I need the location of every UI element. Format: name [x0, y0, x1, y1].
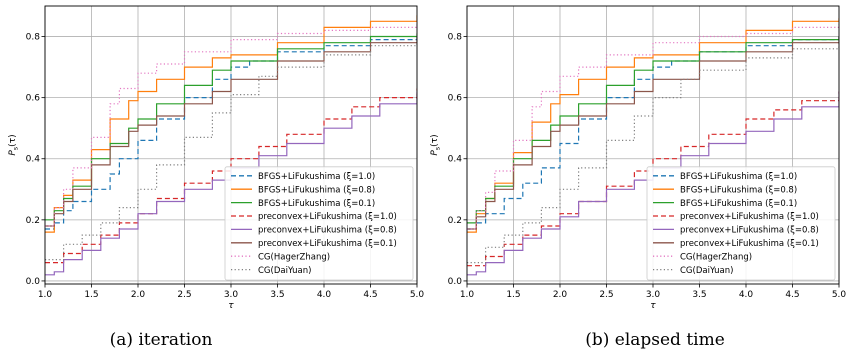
chart1-legend-label-preconvex-lifukushima-1-0: preconvex+LiFukushima (ξ=1.0): [680, 212, 819, 222]
chart0-ytick-label-3: 0.6: [26, 94, 41, 104]
chart0-legend-label-cg-daiyuan: CG(DaiYuan): [258, 266, 311, 276]
chart0-series-cg-hagerzhang: [45, 24, 417, 227]
chart0-x-axis-label: τ: [228, 301, 234, 311]
chart1-legend-label-preconvex-lifukushima-0-1: preconvex+LiFukushima (ξ=0.1): [680, 239, 819, 249]
chart1-xtick-label-8: 5.0: [832, 290, 847, 300]
chart0-legend-label-bfgs-lifukushima-0-8: BFGS+LiFukushima (ξ=0.8): [258, 185, 375, 195]
chart0-xtick-label-4: 3.0: [224, 290, 239, 300]
chart0-ytick-label-0: 0.0: [26, 277, 41, 287]
chart0-legend-label-bfgs-lifukushima-1-0: BFGS+LiFukushima (ξ=1.0): [258, 172, 375, 182]
chart0-legend-label-preconvex-lifukushima-0-1: preconvex+LiFukushima (ξ=0.1): [258, 239, 397, 249]
chart0-xtick-label-0: 1.0: [38, 290, 53, 300]
chart0-xtick-label-7: 4.5: [363, 290, 377, 300]
chart0-series-preconvex-lifukushima-0-1: [45, 36, 417, 227]
chart1-xtick-label-5: 3.5: [692, 290, 706, 300]
chart-panel-iteration: 1.0 1.5 2.0 2.5 3.0 3.5 4.0 4.5 5.0 0.0 0.2 0.4 0.6 0…: [8, 5, 425, 350]
chart1-series-cg-hagerzhang: [467, 24, 839, 230]
chart0-ytick-label-1: 0.2: [26, 216, 40, 226]
chart0-xtick-label-8: 5.0: [410, 290, 425, 300]
chart1-ytick-label-1: 0.2: [448, 216, 462, 226]
chart1-series-preconvex-lifukushima-0-1: [467, 36, 839, 230]
chart1-legend-label-bfgs-lifukushima-0-8: BFGS+LiFukushima (ξ=0.8): [680, 185, 797, 195]
chart1-caption: (b) elapsed time: [585, 330, 725, 350]
chart0-series-cg-daiyuan: [45, 42, 417, 261]
chart1-series-group: [467, 18, 839, 276]
chart1-legend-label-preconvex-lifukushima-0-8: preconvex+LiFukushima (ξ=0.8): [680, 226, 819, 236]
chart1-legend-label-bfgs-lifukushima-1-0: BFGS+LiFukushima (ξ=1.0): [680, 172, 797, 182]
chart1-y-axis-label: Ps(τ): [430, 134, 442, 155]
chart0-xtick-label-2: 2.0: [131, 290, 146, 300]
chart0-caption: (a) iteration: [110, 330, 213, 350]
chart1-xtick-label-7: 4.5: [785, 290, 799, 300]
chart1-xtick-label-3: 2.5: [599, 290, 613, 300]
chart1-xtick-label-4: 3.0: [646, 290, 661, 300]
chart1-legend-label-cg-daiyuan: CG(DaiYuan): [680, 266, 733, 276]
chart1-xtick-label-2: 2.0: [553, 290, 568, 300]
chart1-xtick-label-0: 1.0: [460, 290, 475, 300]
chart-panel-elapsed-time: 1.0 1.5 2.0 2.5 3.0 3.5 4.0 4.5 5.0 0.0 0.2 0.4 0.6 0…: [430, 5, 847, 350]
chart0-legend-label-preconvex-lifukushima-1-0: preconvex+LiFukushima (ξ=1.0): [258, 212, 397, 222]
chart1-ytick-label-3: 0.6: [448, 94, 463, 104]
chart1-legend-label-cg-hagerzhang: CG(HagerZhang): [680, 252, 752, 262]
chart0-xtick-label-5: 3.5: [270, 290, 284, 300]
chart1-xtick-label-1: 1.5: [506, 290, 520, 300]
chart0-ytick-label-4: 0.8: [26, 33, 41, 43]
chart1-legend: BFGS+LiFukushima (ξ=1.0) BFGS+LiFukushima…: [646, 166, 836, 281]
chart1-ytick-label-2: 0.4: [448, 155, 463, 165]
chart0-legend: BFGS+LiFukushima (ξ=1.0) BFGS+LiFukushima…: [224, 166, 414, 281]
chart0-y-axis-label: Ps(τ): [8, 134, 20, 155]
chart0-xtick-label-1: 1.5: [84, 290, 98, 300]
chart1-xtick-label-6: 4.0: [739, 290, 754, 300]
chart0-legend-label-bfgs-lifukushima-0-1: BFGS+LiFukushima (ξ=0.1): [258, 199, 375, 209]
chart1-ytick-label-4: 0.8: [448, 33, 463, 43]
chart0-legend-label-preconvex-lifukushima-0-8: preconvex+LiFukushima (ξ=0.8): [258, 226, 397, 236]
chart1-legend-box: [646, 166, 836, 281]
chart1-ytick-label-0: 0.0: [448, 277, 463, 287]
chart0-series-bfgs-lifukushima-1-0: [45, 33, 417, 230]
chart0-legend-box: [224, 166, 414, 281]
chart1-series-cg-daiyuan: [467, 42, 839, 264]
chart1-legend-label-bfgs-lifukushima-0-1: BFGS+LiFukushima (ξ=0.1): [680, 199, 797, 209]
chart0-xtick-label-6: 4.0: [317, 290, 332, 300]
chart1-series-preconvex-lifukushima-0-8: [467, 91, 839, 276]
chart0-legend-label-cg-hagerzhang: CG(HagerZhang): [258, 252, 330, 262]
chart0-xtick-label-3: 2.5: [177, 290, 191, 300]
chart0-ytick-label-2: 0.4: [26, 155, 41, 165]
chart1-x-axis-label: τ: [650, 301, 656, 311]
chart0-series-group: [45, 15, 417, 276]
chart0-series-preconvex-lifukushima-0-8: [45, 91, 417, 276]
